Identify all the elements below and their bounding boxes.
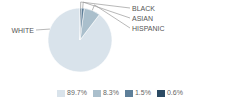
svg-text:ASIAN: ASIAN (132, 15, 153, 22)
html-text:1.5%: 1.5% (134, 89, 151, 96)
svg-text:WHITE: WHITE (11, 27, 34, 34)
html-text:89.7%: 89.7% (67, 89, 87, 96)
html-text:8.3%: 8.3% (103, 89, 119, 96)
html-text:0.6%: 0.6% (166, 89, 183, 96)
svg-text:HISPANIC: HISPANIC (132, 25, 165, 32)
svg-text:BLACK: BLACK (132, 5, 155, 12)
